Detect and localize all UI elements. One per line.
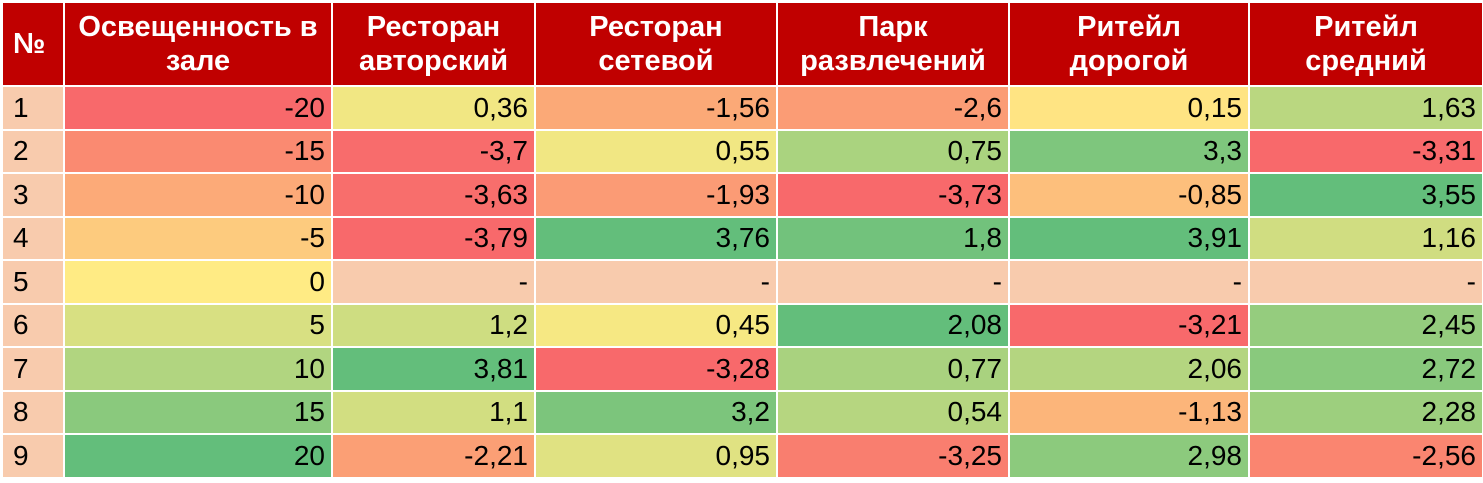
heatmap-cell: -	[534, 259, 778, 305]
header-col-3: Ресторан сетевой	[534, 1, 778, 87]
heatmap-cell: -3,73	[776, 172, 1010, 218]
heatmap-cell: 1,63	[1248, 85, 1483, 131]
heatmap-cell: 2,98	[1008, 433, 1250, 479]
heatmap-cell: -3,21	[1008, 302, 1250, 348]
table-header: № Освещенность в зале Ресторан авторский Ре…	[1, 1, 1483, 87]
heatmap-cell: 1,16	[1248, 215, 1483, 261]
heatmap-cell: -15	[63, 128, 333, 174]
heatmap-cell: 0,95	[534, 433, 778, 479]
row-number-cell: 8	[1, 389, 65, 435]
row-number-cell: 4	[1, 215, 65, 261]
header-col-6: Ритейл средний	[1248, 1, 1483, 87]
heatmap-cell: -1,13	[1008, 389, 1250, 435]
heatmap-cell: -3,79	[331, 215, 536, 261]
heatmap-cell: 3,55	[1248, 172, 1483, 218]
table-row: 8 15 1,1 3,2 0,54 -1,13 2,28	[1, 389, 1483, 435]
header-col-4: Парк развлечений	[776, 1, 1010, 87]
heatmap-cell: 3,3	[1008, 128, 1250, 174]
heatmap-cell: 1,8	[776, 215, 1010, 261]
heatmap-cell: 3,81	[331, 346, 536, 392]
row-number-cell: 5	[1, 259, 65, 305]
heatmap-cell: -	[776, 259, 1010, 305]
table-row: 3 -10 -3,63 -1,93 -3,73 -0,85 3,55	[1, 172, 1483, 218]
heatmap-cell: -5	[63, 215, 333, 261]
row-number-cell: 2	[1, 128, 65, 174]
row-number-cell: 1	[1, 85, 65, 131]
table-row: 9 20 -2,21 0,95 -3,25 2,98 -2,56	[1, 433, 1483, 479]
heatmap-cell: 0,77	[776, 346, 1010, 392]
heatmap-cell: 2,45	[1248, 302, 1483, 348]
table-row: 4 -5 -3,79 3,76 1,8 3,91 1,16	[1, 215, 1483, 261]
table-body: 1 -20 0,36 -1,56 -2,6 0,15 1,63 2 -15 -3,7 0,55 0,7…	[1, 85, 1483, 479]
header-col-1: Освещенность в зале	[63, 1, 333, 87]
heatmap-cell: -	[331, 259, 536, 305]
heatmap-cell: -3,31	[1248, 128, 1483, 174]
heatmap-cell: -3,28	[534, 346, 778, 392]
heatmap-cell: -20	[63, 85, 333, 131]
header-col-5: Ритейл дорогой	[1008, 1, 1250, 87]
header-row-number: №	[1, 1, 65, 87]
heatmap-cell: 3,76	[534, 215, 778, 261]
row-number-cell: 3	[1, 172, 65, 218]
heatmap-cell: 10	[63, 346, 333, 392]
row-number-cell: 6	[1, 302, 65, 348]
table-row: 1 -20 0,36 -1,56 -2,6 0,15 1,63	[1, 85, 1483, 131]
table-row: 6 5 1,2 0,45 2,08 -3,21 2,45	[1, 302, 1483, 348]
heatmap-cell: 15	[63, 389, 333, 435]
header-col-2: Ресторан авторский	[331, 1, 536, 87]
row-number-cell: 7	[1, 346, 65, 392]
table-row: 2 -15 -3,7 0,55 0,75 3,3 -3,31	[1, 128, 1483, 174]
row-number-cell: 9	[1, 433, 65, 479]
heatmap-cell: -0,85	[1008, 172, 1250, 218]
heatmap-cell: -1,56	[534, 85, 778, 131]
heatmap-cell: 5	[63, 302, 333, 348]
heatmap-cell: 1,2	[331, 302, 536, 348]
heatmap-cell: 3,2	[534, 389, 778, 435]
heatmap-cell: 1,1	[331, 389, 536, 435]
heatmap-cell: -10	[63, 172, 333, 218]
heatmap-cell: 0,75	[776, 128, 1010, 174]
heatmap-cell: -1,93	[534, 172, 778, 218]
heatmap-cell: 2,06	[1008, 346, 1250, 392]
heatmap-cell: 0,36	[331, 85, 536, 131]
heatmap-cell: 0	[63, 259, 333, 305]
heatmap-cell: 2,28	[1248, 389, 1483, 435]
heatmap-cell: -2,21	[331, 433, 536, 479]
heatmap-cell: -3,25	[776, 433, 1010, 479]
table-row: 7 10 3,81 -3,28 0,77 2,06 2,72	[1, 346, 1483, 392]
heatmap-cell: 0,15	[1008, 85, 1250, 131]
heatmap-cell: 2,72	[1248, 346, 1483, 392]
heatmap-cell: 0,55	[534, 128, 778, 174]
heatmap-cell: -3,63	[331, 172, 536, 218]
heatmap-cell: 20	[63, 433, 333, 479]
heatmap-cell: 0,54	[776, 389, 1010, 435]
heatmap-cell: -3,7	[331, 128, 536, 174]
heatmap-cell: -2,56	[1248, 433, 1483, 479]
heatmap-cell: -2,6	[776, 85, 1010, 131]
heatmap-cell: -	[1008, 259, 1250, 305]
header-row: № Освещенность в зале Ресторан авторский Ре…	[1, 1, 1483, 87]
heatmap-cell: -	[1248, 259, 1483, 305]
heatmap-cell: 3,91	[1008, 215, 1250, 261]
heatmap-cell: 2,08	[776, 302, 1010, 348]
heatmap-cell: 0,45	[534, 302, 778, 348]
